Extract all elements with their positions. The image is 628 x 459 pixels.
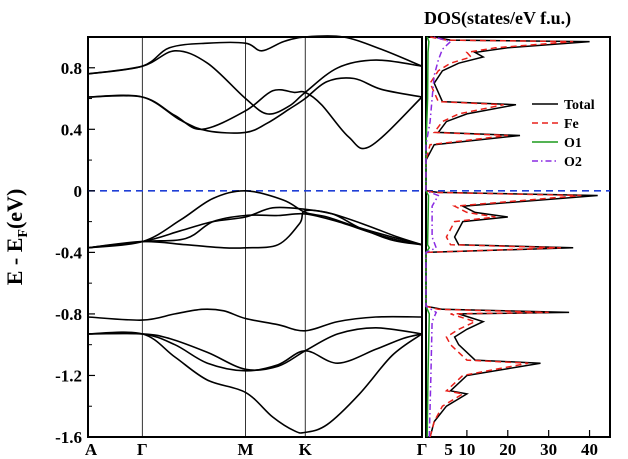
high-symmetry-lines: [141, 37, 306, 437]
band-line-1: [87, 35, 423, 75]
k-point-label-2: M: [237, 440, 253, 459]
dos-series-fe: [425, 36, 582, 438]
legend-label-o2: O2: [564, 155, 582, 170]
dos-tick-label: 20: [499, 440, 516, 459]
dos-panel-frame: [425, 36, 611, 438]
energy-tick-label: 0.8: [61, 59, 82, 78]
dos-tick-label: 10: [458, 440, 475, 459]
dos-tick-label-5: 5: [444, 440, 453, 459]
band-line-12: [87, 331, 423, 434]
energy-axis-label-main: E - E: [2, 238, 27, 286]
band-line-2: [87, 49, 423, 115]
band-line-3: [87, 77, 423, 134]
dos-legend: Total Fe O1 O2: [532, 98, 595, 170]
band-structure-panel: -1.6 -1.2 -0.8 -0.4 0 0.4 0.8 A Γ M K Γ E - EF(eV): [2, 35, 428, 459]
k-point-label-4: Γ: [417, 440, 428, 459]
legend-label-o1: O1: [564, 136, 582, 151]
energy-tick-label: -1.6: [55, 428, 82, 447]
energy-tick-label: -1.2: [55, 366, 82, 385]
energy-axis-ticks: -1.6 -1.2 -0.8 -0.4 0 0.4 0.8: [55, 36, 95, 447]
dos-title: DOS(states/eV f.u.): [424, 8, 571, 29]
band-line-9: [87, 308, 423, 332]
energy-axis-label-subscript: F: [16, 229, 31, 238]
dos-series-o1: [425, 36, 431, 438]
dos-series-o2: [425, 36, 452, 438]
energy-tick-label: -0.4: [55, 243, 82, 262]
energy-axis-label-unit: (eV): [2, 189, 27, 229]
energy-tick-label: 0.4: [61, 120, 83, 139]
band-curves: [87, 35, 423, 434]
dos-curves: [425, 36, 598, 438]
band-panel-frame: [87, 36, 423, 438]
band-line-8: [87, 209, 423, 249]
band-line-5: [87, 189, 423, 249]
band-line-6: [87, 206, 423, 249]
dos-panel: 10 20 30 40 5 DOS(states/eV f.u.) Total Fe O1 O…: [424, 8, 611, 459]
energy-axis-label: E - EF(eV): [2, 189, 31, 286]
legend-label-total: Total: [564, 98, 595, 113]
k-point-label-0: A: [85, 440, 98, 459]
k-point-label-3: K: [299, 440, 313, 459]
k-point-label-1: Γ: [137, 440, 148, 459]
legend-label-fe: Fe: [564, 117, 579, 132]
dos-tick-label: 40: [581, 440, 598, 459]
energy-tick-label: 0: [74, 182, 83, 201]
band-line-11: [87, 332, 423, 372]
dos-tick-label: 30: [540, 440, 557, 459]
energy-tick-label: -0.8: [55, 305, 82, 324]
dos-series-total: [425, 36, 598, 438]
band-line-4: [87, 88, 423, 150]
dos-axis-ticks: 10 20 30 40 5: [444, 430, 598, 459]
